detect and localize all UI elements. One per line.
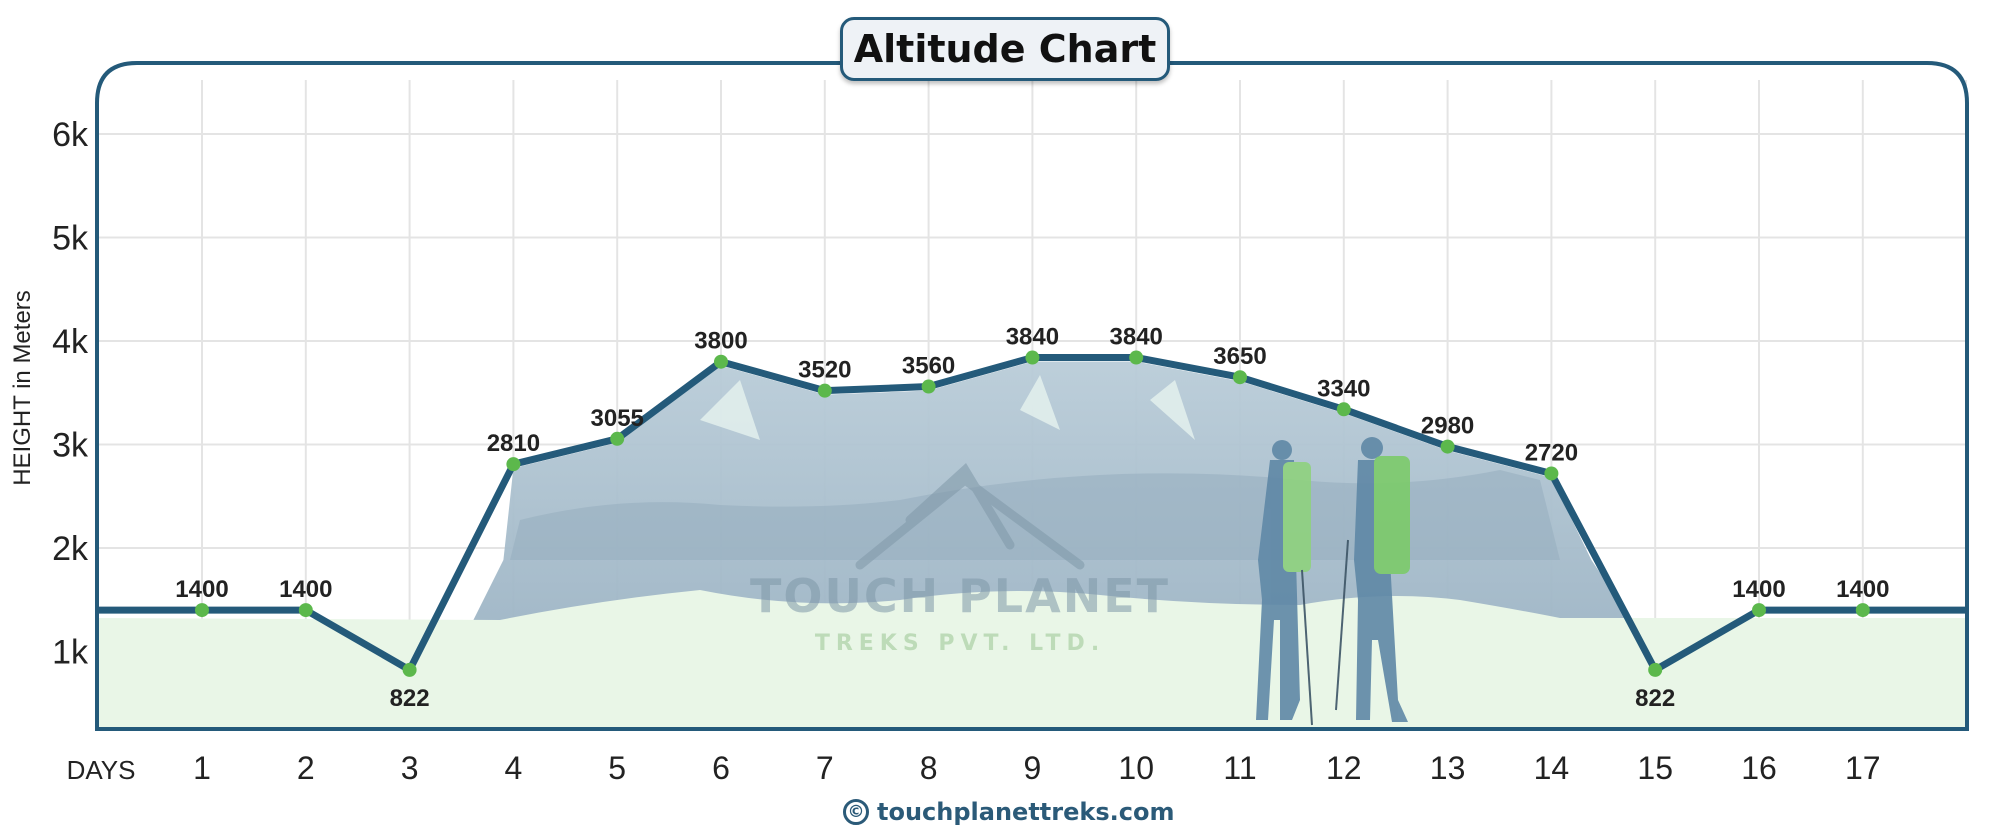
copyright-icon: © [843,799,869,825]
data-value-label: 3520 [798,357,851,384]
y-axis-ticks: 1k 2k 3k 4k 5k 6k [52,116,89,672]
data-point[interactable] [610,431,625,446]
footer-credit: © touchplanettreks.com [843,794,1174,830]
x-tick-label: 8 [920,750,938,786]
data-point[interactable] [1648,662,1663,677]
x-tick-label: 17 [1845,750,1881,786]
data-value-label: 3800 [694,328,747,355]
x-tick-label: 2 [297,750,315,786]
data-point[interactable] [1855,603,1870,618]
y-tick-label: 4k [52,323,89,361]
x-tick-label: 4 [505,750,523,786]
x-tick-label: 15 [1637,750,1673,786]
y-tick-label: 3k [52,427,89,465]
data-value-label: 1400 [1732,576,1785,603]
watermark-line2: TREKS PVT. LTD. [815,631,1105,656]
data-point[interactable] [921,379,936,394]
y-axis-label: HEIGHT in Meters [9,290,36,486]
data-point[interactable] [1440,439,1455,454]
logo-mark [855,462,1085,570]
data-point[interactable] [1544,466,1559,481]
watermark-line1: TOUCH PLANET [750,569,1170,623]
data-point[interactable] [1233,370,1247,385]
data-value-label: 2720 [1525,439,1578,466]
data-value-label: 3055 [591,405,644,432]
y-tick-label: 5k [52,220,89,258]
data-value-label: 822 [390,685,430,712]
data-point[interactable] [506,457,521,472]
data-value-label: 3840 [1110,324,1163,351]
data-value-label: 1400 [1836,576,1889,603]
x-tick-label: 11 [1223,750,1256,786]
data-value-label: 2810 [487,430,540,457]
data-point[interactable] [402,662,417,677]
mountain-illustration: TOUCH PLANET TREKS PVT. LTD. [97,361,1967,729]
data-value-label: 1400 [279,576,332,603]
x-tick-label: 9 [1024,750,1042,786]
x-tick-label: 3 [401,750,419,786]
chart-title-box: Altitude Chart [840,17,1170,81]
hikers-illustration [1256,437,1410,726]
chart-title: Altitude Chart [853,27,1157,71]
altitude-series: 1400 1400 822 2810 3055 3800 3520 3560 3840 3840 3… [97,324,1967,712]
x-tick-label: 10 [1118,750,1154,786]
data-value-label: 822 [1635,685,1675,712]
data-point[interactable] [195,603,209,618]
footer-site-link[interactable]: touchplanettreks.com [877,798,1175,826]
x-tick-label: 6 [712,750,730,786]
x-tick-label: 7 [816,750,834,786]
data-point[interactable] [1752,603,1766,618]
x-tick-label: 5 [608,750,626,786]
x-tick-label: 16 [1741,750,1777,786]
data-point[interactable] [1129,350,1144,365]
data-value-label: 3340 [1317,375,1370,402]
data-value-label: 3650 [1213,343,1266,370]
y-tick-label: 6k [52,116,89,154]
data-value-label: 1400 [175,576,228,603]
data-point[interactable] [714,354,728,369]
y-tick-label: 2k [52,530,89,568]
data-value-label: 2980 [1421,413,1474,440]
x-tick-label: 12 [1326,750,1362,786]
data-point[interactable] [1025,350,1040,365]
data-point[interactable] [298,603,313,618]
data-point[interactable] [1336,402,1351,417]
x-tick-label: 14 [1534,750,1570,786]
x-tick-label: 13 [1430,750,1466,786]
data-value-label: 3560 [902,353,955,380]
plot-border [95,61,1969,731]
x-axis-label: DAYS [67,755,136,785]
y-tick-label: 1k [52,634,89,672]
data-point[interactable] [817,383,832,398]
x-axis-ticks: 1 2 3 4 5 6 7 8 9 10 11 12 13 14 15 16 17 [193,750,1880,786]
x-tick-label: 1 [193,750,211,786]
data-value-label: 3840 [1006,324,1059,351]
